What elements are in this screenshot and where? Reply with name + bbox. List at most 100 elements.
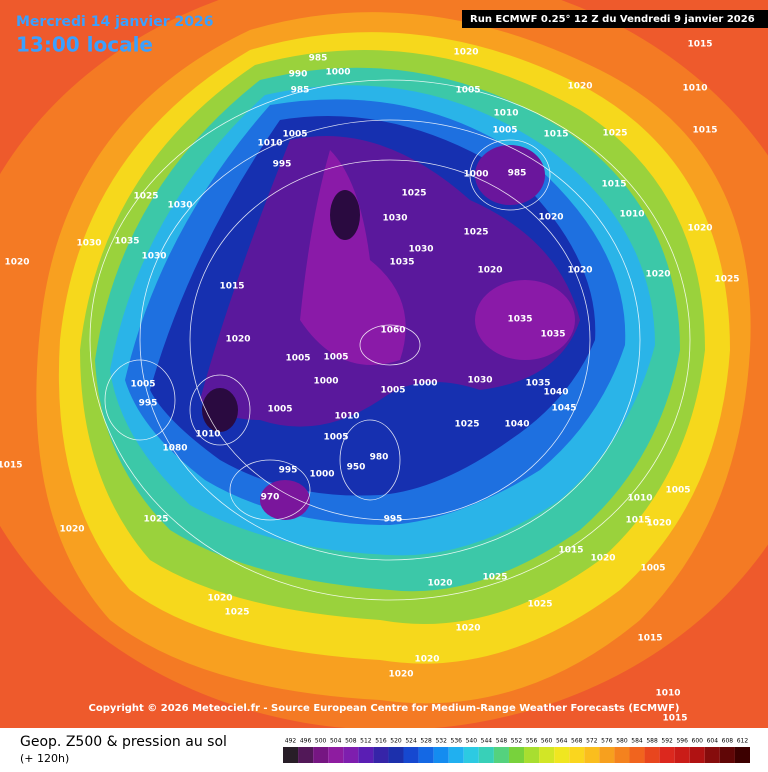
isobar-label: 990 xyxy=(289,70,308,80)
isobar-label: 1035 xyxy=(507,315,532,325)
colorbar-cell xyxy=(448,747,464,763)
isobar-label: 1015 xyxy=(662,714,687,724)
isobar-label: 1060 xyxy=(380,326,405,336)
colorbar-label: 540 xyxy=(466,738,478,745)
isobar-label: 1005 xyxy=(130,380,155,390)
isobar-label: 1000 xyxy=(313,377,338,387)
copyright: Copyright © 2026 Meteociel.fr - Source E… xyxy=(89,703,680,714)
isobar-label: 1030 xyxy=(408,245,433,255)
isobar-label: 1025 xyxy=(527,600,552,610)
isobar-label: 1020 xyxy=(645,270,670,280)
colorbar-cell xyxy=(704,747,720,763)
isobar-label: 1020 xyxy=(427,579,452,589)
isobar-label: 1015 xyxy=(0,461,23,471)
colorbar-cell xyxy=(584,747,600,763)
isobar-label: 1020 xyxy=(646,519,671,529)
isobar-label: 985 xyxy=(508,169,527,179)
isobar-label: 1030 xyxy=(382,214,407,224)
colorbar-label: 564 xyxy=(556,738,568,745)
colorbar-label: 596 xyxy=(676,738,688,745)
colorbar-cell xyxy=(554,747,570,763)
isobar-label: 1010 xyxy=(257,139,282,149)
colorbar-label: 560 xyxy=(541,738,553,745)
colorbar-label: 508 xyxy=(345,738,357,745)
colorbar-cell xyxy=(599,747,615,763)
isobar-label: 1035 xyxy=(389,258,414,268)
isobar-label: 1020 xyxy=(477,266,502,276)
isobar-label: 1040 xyxy=(504,420,529,430)
isobar-label: 1015 xyxy=(692,126,717,136)
isobar-label: 1005 xyxy=(323,353,348,363)
isobar-label: 995 xyxy=(384,515,403,525)
isobar-label: 1020 xyxy=(567,266,592,276)
isobar-label: 1035 xyxy=(540,330,565,340)
colorbar-cell xyxy=(539,747,555,763)
colorbar-label: 612 xyxy=(737,738,749,745)
isobar-label: 980 xyxy=(370,453,389,463)
colorbar-label: 516 xyxy=(375,738,387,745)
isobar-label: 1010 xyxy=(334,412,359,422)
isobar-label: 1015 xyxy=(687,40,712,50)
isobar-label: 1000 xyxy=(309,470,334,480)
isobar-label: 1025 xyxy=(454,420,479,430)
isobar-label: 970 xyxy=(261,493,280,503)
isobar-label: 1020 xyxy=(687,224,712,234)
colorbar-cell xyxy=(373,747,389,763)
isobar-label: 1015 xyxy=(219,282,244,292)
legend-title: Geop. Z500 & pression au sol xyxy=(20,734,227,750)
colorbar-cell xyxy=(524,747,540,763)
isobar-label: 1010 xyxy=(619,210,644,220)
isobar-label: 1005 xyxy=(267,405,292,415)
isobar-label: 1015 xyxy=(637,634,662,644)
isobar-label: 1010 xyxy=(493,109,518,119)
isobar-label: 1030 xyxy=(141,252,166,262)
colorbar-cell xyxy=(629,747,645,763)
run-info: Run ECMWF 0.25° 12 Z du Vendredi 9 janvi… xyxy=(470,14,755,25)
colorbar-label: 604 xyxy=(707,738,719,745)
isobar-label: 1020 xyxy=(455,624,480,634)
colorbar-label: 584 xyxy=(631,738,643,745)
colorbar-cell xyxy=(388,747,404,763)
isobar-label: 1025 xyxy=(224,608,249,618)
isobar-label: 995 xyxy=(139,399,158,409)
colorbar-cell xyxy=(403,747,419,763)
isobar-label: 1020 xyxy=(4,258,29,268)
colorbar-label: 548 xyxy=(496,738,508,745)
colorbar-cell xyxy=(508,747,525,763)
colorbar-label: 520 xyxy=(390,738,402,745)
colorbar-label: 556 xyxy=(526,738,538,745)
isobar-label: 1020 xyxy=(453,48,478,58)
isobar-label: 1015 xyxy=(625,516,650,526)
isobar-label: 1030 xyxy=(167,201,192,211)
isobars xyxy=(89,79,691,601)
colorbar-label: 500 xyxy=(315,738,327,745)
colorbar-cell xyxy=(674,747,690,763)
isobar-label: 1010 xyxy=(655,689,680,699)
isobar-label: 1005 xyxy=(282,130,307,140)
isobar-label: 1000 xyxy=(463,170,488,180)
forecast-time: 13:00 locale xyxy=(16,33,153,57)
forecast-date: Mercredi 14 janvier 2026 xyxy=(16,14,213,30)
colorbar-cell xyxy=(493,747,509,763)
isobar-label: 1005 xyxy=(285,354,310,364)
colorbar-cell xyxy=(343,747,359,763)
isobar-label: 1020 xyxy=(207,594,232,604)
isobar-label: 1005 xyxy=(323,433,348,443)
colorbar-cell xyxy=(328,747,344,763)
colorbar-cell xyxy=(478,747,494,763)
isobar-label: 1025 xyxy=(401,189,426,199)
colorbar-label: 536 xyxy=(451,738,463,745)
colorbar-label: 532 xyxy=(435,738,447,745)
isobar-label: 1005 xyxy=(455,86,480,96)
isobar-label: 995 xyxy=(279,466,298,476)
isobar-label: 1030 xyxy=(467,376,492,386)
legend-subtitle: (+ 120h) xyxy=(20,752,69,765)
colorbar-cell xyxy=(569,747,585,763)
colorbar-cell xyxy=(719,747,735,763)
colorbar-cell xyxy=(298,747,314,763)
colorbar-cell xyxy=(433,747,449,763)
colorbar-label: 512 xyxy=(360,738,372,745)
colorbar-label: 576 xyxy=(601,738,613,745)
isobar-label: 1010 xyxy=(195,430,220,440)
